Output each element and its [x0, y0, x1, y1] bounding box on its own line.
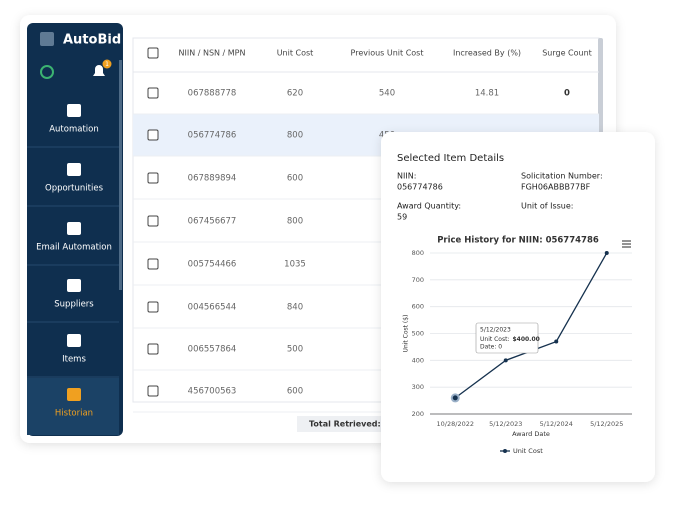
tooltip-label: Unit Cost:: [480, 336, 509, 343]
app-name: AutoBid: [63, 33, 121, 48]
chart-title: Price History for NIIN: 056774786: [437, 236, 599, 246]
point[interactable]: [450, 393, 460, 403]
tooltip-extra: Date: 0: [480, 344, 502, 351]
column-header: Previous Unit Cost: [351, 49, 424, 58]
cell: 620: [287, 89, 303, 99]
row-checkbox[interactable]: [147, 385, 159, 397]
field-value: 59: [397, 213, 407, 222]
details-title: Selected Item Details: [397, 153, 504, 164]
field-label: Solicitation Number:: [521, 172, 603, 181]
point[interactable]: [604, 251, 609, 255]
nav-icon: [67, 388, 81, 401]
nav-icon: [67, 334, 81, 347]
nav-item[interactable]: Email Automation: [36, 243, 112, 253]
x-axis-label: Award Date: [512, 430, 550, 438]
row-checkbox[interactable]: [147, 172, 159, 184]
point[interactable]: [503, 358, 508, 363]
nav-icon: [67, 279, 81, 292]
y-tick-label: 500: [412, 330, 424, 338]
y-tick-label: 700: [412, 276, 424, 284]
cell: 800: [287, 131, 303, 141]
row-checkbox[interactable]: [147, 343, 159, 355]
cell: 067889894: [188, 174, 237, 184]
cell: 800: [287, 217, 303, 227]
cell: 067456677: [188, 217, 237, 227]
nav-icon: [67, 222, 81, 235]
cell: 056774786: [188, 131, 237, 141]
point[interactable]: [554, 339, 559, 344]
nav-item[interactable]: Historian: [55, 409, 93, 419]
nav-item[interactable]: Opportunities: [45, 184, 104, 194]
nav-item[interactable]: Suppliers: [54, 300, 94, 310]
row-checkbox[interactable]: [147, 129, 159, 141]
field-label: Unit of Issue:: [521, 202, 573, 211]
column-header: NIIN / NSN / MPN: [178, 49, 245, 58]
badge: [102, 59, 112, 69]
x-tick-label: 10/28/2022: [437, 420, 474, 428]
tooltip-title: 5/12/2023: [480, 327, 511, 334]
row-checkbox[interactable]: [147, 258, 159, 270]
nav-item[interactable]: Items: [62, 355, 86, 365]
x-tick-label: 5/12/2023: [489, 420, 522, 428]
theme-toggle[interactable]: [40, 65, 54, 79]
cell: 005754466: [188, 260, 237, 270]
cell: 500: [287, 345, 303, 355]
legend-label[interactable]: Unit Cost: [513, 447, 543, 455]
footer-total: Total Retrieved: 12,5: [309, 420, 404, 429]
badge-count: 1: [105, 61, 109, 68]
y-tick-label: 800: [412, 249, 424, 257]
tooltip-line: Unit Cost: $400.00: [480, 336, 540, 343]
field-value: 056774786: [397, 183, 443, 192]
cell: 540: [379, 89, 395, 99]
bell-icon[interactable]: [93, 65, 105, 76]
nav-active-bg: [27, 378, 119, 435]
cell: 067888778: [188, 89, 237, 99]
field-label: NIIN:: [397, 172, 416, 181]
y-tick-label: 300: [412, 383, 424, 391]
cell: 1035: [284, 260, 306, 270]
tooltip-value: $400.00: [512, 336, 539, 343]
column-header: Unit Cost: [277, 49, 314, 58]
row-checkbox[interactable]: [147, 87, 159, 99]
field-value: FGH06ABBB77BF: [521, 183, 591, 192]
y-tick-label: 600: [412, 303, 424, 311]
tooltip: [475, 322, 539, 354]
field-label: Award Quantity:: [397, 202, 461, 211]
nav-icon: [67, 104, 81, 117]
cell: 14.81: [475, 89, 499, 99]
row-checkbox[interactable]: [147, 301, 159, 313]
header-checkbox[interactable]: [147, 47, 159, 59]
sidebar-scrollbar: [119, 60, 122, 290]
cell: 0: [564, 89, 570, 99]
cell: 456700563: [188, 387, 237, 397]
nav-item[interactable]: Automation: [49, 125, 99, 135]
cell: 006557864: [188, 345, 237, 355]
x-tick-label: 5/12/2024: [540, 420, 573, 428]
logo-icon: [40, 32, 54, 46]
column-header: Increased By (%): [453, 49, 521, 58]
x-tick-label: 5/12/2025: [590, 420, 623, 428]
cell: 840: [287, 303, 303, 313]
nav-icon: [67, 163, 81, 176]
chart-menu[interactable]: [622, 240, 631, 248]
cell: 004566544: [188, 303, 237, 313]
cell: 600: [287, 174, 303, 184]
cell: 600: [287, 387, 303, 397]
y-tick-label: 200: [412, 410, 424, 418]
legend-dot: [503, 449, 507, 453]
y-tick-label: 400: [412, 356, 424, 364]
y-axis-label: Unit Cost ($): [403, 315, 410, 353]
row-checkbox[interactable]: [147, 215, 159, 227]
column-header: Surge Count: [542, 49, 592, 58]
